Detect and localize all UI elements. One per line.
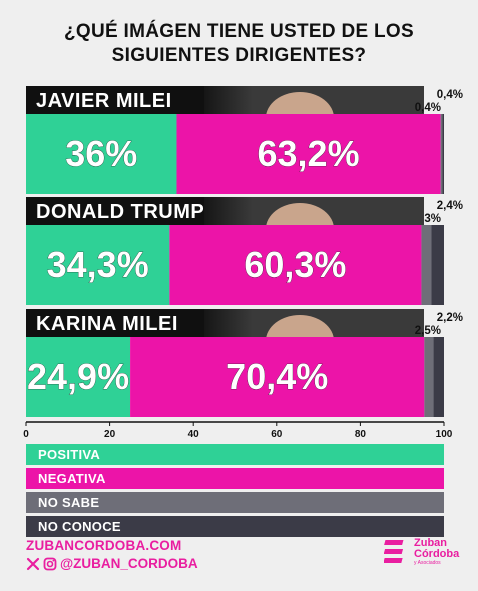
social-handle[interactable]: @ZUBAN_CORDOBA <box>26 556 198 571</box>
bar-value-label: 36% <box>65 133 137 174</box>
category-label: JAVIER MILEI <box>36 90 172 112</box>
x-tick-label: 80 <box>355 429 367 440</box>
no-sabe-value-label: 2,4% <box>437 200 463 212</box>
website-link[interactable]: ZUBANCORDOBA.COM <box>26 538 182 553</box>
portrait-fade <box>26 197 404 225</box>
bar-negativa <box>169 225 422 305</box>
bar-no-sabe <box>440 114 443 194</box>
bar-value-label: 24,9% <box>27 356 129 397</box>
x-tick-label: 0 <box>23 429 29 440</box>
legend-item-no-sabe: NO SABE <box>26 492 444 513</box>
bar-value-label: 63,2% <box>258 133 360 174</box>
chart-title-line2: SIGUIENTES DIRIGENTES? <box>111 45 367 66</box>
bar-negativa <box>176 114 441 194</box>
chart-title: ¿QUÉ IMÁGEN TIENE USTED DE LOS SIGUIENTE… <box>0 20 478 68</box>
legend-item-negativa: NEGATIVA <box>26 468 444 489</box>
no-conoce-value-label: 3% <box>424 213 441 225</box>
brand-name-3: y Asociados <box>414 560 441 566</box>
no-conoce-value-label: 2,5% <box>415 325 441 337</box>
bar-value-label: 70,4% <box>226 356 328 397</box>
brand-name-1: Zuban <box>414 537 447 549</box>
bar-no-conoce <box>433 337 444 417</box>
social-handle-text: @ZUBAN_CORDOBA <box>60 556 198 571</box>
category-label: DONALD TRUMP <box>36 201 204 223</box>
legend-item-positiva: POSITIVA <box>26 444 444 465</box>
x-tick-label: 60 <box>271 429 283 440</box>
zuban-logo-icon <box>384 540 404 563</box>
bar-value-label: 60,3% <box>244 244 346 285</box>
bar-no-conoce <box>442 114 444 194</box>
no-sabe-value-label: 2,2% <box>437 312 463 324</box>
brand-name-2: Córdoba <box>414 548 460 560</box>
no-conoce-value-label: 0,4% <box>415 102 441 114</box>
bar-negativa <box>130 337 425 417</box>
category-label: KARINA MILEI <box>36 313 178 335</box>
x-tick-label: 100 <box>436 429 453 440</box>
portrait-fade <box>26 309 404 337</box>
legend-item-no-conoce: NO CONOCE <box>26 516 444 537</box>
x-twitter-icon <box>26 557 40 570</box>
bar-positiva <box>26 114 177 194</box>
stacked-bar-chart: JAVIER MILEI 36% 63,2% 0,4%0,4% DONALD TRUMP… <box>23 86 463 440</box>
no-sabe-value-label: 0,4% <box>437 89 463 101</box>
instagram-icon <box>43 557 57 570</box>
bar-positiva <box>26 225 170 305</box>
legend: POSITIVA NEGATIVA NO SABE NO CONOCE <box>26 444 444 540</box>
bar-value-label: 34,3% <box>47 244 149 285</box>
x-tick-label: 40 <box>188 429 200 440</box>
bar-no-sabe <box>421 225 432 305</box>
bar-no-conoce <box>431 225 444 305</box>
brand-logo: Zuban Córdoba y Asociados <box>384 538 459 570</box>
x-tick-label: 20 <box>104 429 116 440</box>
bar-positiva <box>26 337 131 417</box>
portrait-fade <box>26 86 404 114</box>
chart-title-line1: ¿QUÉ IMÁGEN TIENE USTED DE LOS <box>64 21 414 42</box>
bar-no-sabe <box>424 337 434 417</box>
